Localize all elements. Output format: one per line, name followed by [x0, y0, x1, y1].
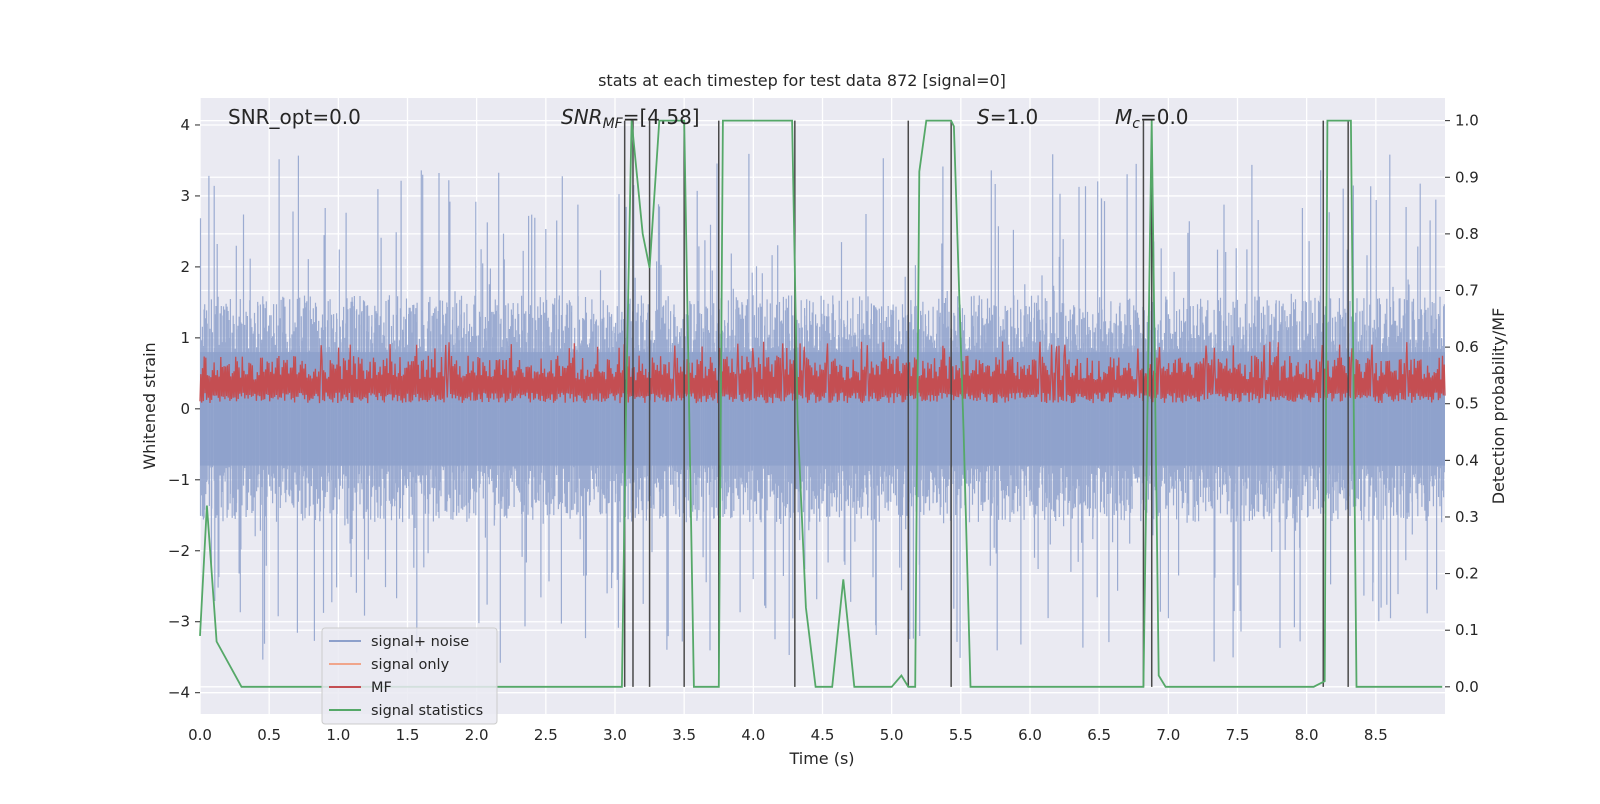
- annotation-mc-value: =0.0: [1140, 105, 1189, 129]
- y-tick-label-right-6: 0.4: [1455, 451, 1479, 469]
- annotation-s-value: =1.0: [990, 105, 1039, 129]
- mf-series: [199, 341, 1446, 404]
- x-tick-label-15: 7.5: [1226, 726, 1250, 744]
- y-tick-label-left-6: −2: [168, 542, 190, 560]
- legend-label-signal-only: signal only: [371, 657, 450, 673]
- y-tick-label-left-7: −3: [168, 613, 190, 631]
- y-axis-left-ticks: 4 3 2 1 0 −1 −2 −3 −4: [168, 116, 200, 702]
- x-tick-label-8: 4.0: [741, 726, 765, 744]
- x-tick-label-7: 3.5: [672, 726, 696, 744]
- y-tick-label-left-4: 0: [180, 400, 190, 418]
- annotation-mc: Mc=0.0: [1115, 105, 1189, 132]
- signal-statistics-series: [199, 119, 1443, 688]
- signal-statistics-line: [199, 119, 1443, 688]
- y-tick-label-right-0: 1.0: [1455, 112, 1479, 130]
- annotation-s-label: S: [977, 105, 990, 129]
- y-tick-label-right-7: 0.3: [1455, 508, 1479, 526]
- x-tick-label-16: 8.0: [1295, 726, 1319, 744]
- y-tick-label-left-1: 3: [180, 187, 190, 205]
- mf-line: [199, 341, 1446, 404]
- y-tick-label-right-8: 0.2: [1455, 565, 1479, 583]
- annotation-s: S=1.0: [977, 105, 1038, 129]
- x-tick-label-5: 2.5: [534, 726, 558, 744]
- y-tick-label-right-1: 0.9: [1455, 168, 1479, 186]
- y-axis-right-ticks: 1.0 0.9 0.8 0.7 0.6 0.5 0.4 0.3 0.2 0.1 0.0: [1445, 112, 1479, 696]
- y-tick-label-left-2: 2: [180, 258, 190, 276]
- y-tick-label-right-5: 0.5: [1455, 395, 1479, 413]
- x-tick-label-0: 0.0: [188, 726, 212, 744]
- annotation-mc-sub: c: [1132, 116, 1140, 132]
- y-tick-label-left-3: 1: [180, 329, 190, 347]
- x-axis-ticks: 0.0 0.5 1.0 1.5 2.0 2.5 3.0 3.5 4.0 4.5 5.0 5.5 6.0 6…: [188, 726, 1388, 744]
- x-tick-label-13: 6.5: [1087, 726, 1111, 744]
- x-tick-label-2: 1.0: [326, 726, 350, 744]
- y-tick-label-left-5: −1: [168, 471, 190, 489]
- annotation-snr-opt: SNR_opt=0.0: [228, 105, 361, 129]
- legend-label-signal-noise: signal+ noise: [371, 634, 469, 650]
- x-axis-label: Time (s): [788, 749, 854, 768]
- annotation-snr-mf-sub: MF: [603, 116, 624, 132]
- y-axis-right-label: Detection probability/MF: [1489, 308, 1508, 505]
- legend: signal+ noise signal only MF signal stat…: [321, 627, 498, 725]
- signal-noise-line: [199, 153, 1445, 663]
- annotation-mc-label: M: [1115, 105, 1132, 129]
- x-tick-label-9: 4.5: [811, 726, 835, 744]
- y-tick-label-right-2: 0.8: [1455, 225, 1479, 243]
- x-tick-label-14: 7.0: [1156, 726, 1180, 744]
- y-tick-label-right-9: 0.1: [1455, 621, 1479, 639]
- y-axis-left-label: Whitened strain: [140, 342, 159, 469]
- legend-label-mf: MF: [371, 680, 392, 696]
- legend-label-signal-statistics: signal statistics: [371, 703, 483, 719]
- x-tick-label-11: 5.5: [949, 726, 973, 744]
- annotation-snr-mf: SNRMF=[4.58]: [561, 105, 700, 132]
- y-tick-label-right-10: 0.0: [1455, 678, 1479, 696]
- y-tick-label-left-0: 4: [180, 116, 190, 134]
- y-tick-label-left-8: −4: [168, 684, 190, 702]
- x-tick-label-4: 2.0: [465, 726, 489, 744]
- x-tick-label-12: 6.0: [1018, 726, 1042, 744]
- x-tick-label-6: 3.0: [603, 726, 627, 744]
- x-tick-label-17: 8.5: [1364, 726, 1388, 744]
- x-tick-label-3: 1.5: [396, 726, 420, 744]
- vertical-markers: [623, 120, 1349, 687]
- x-tick-label-10: 5.0: [880, 726, 904, 744]
- chart-title: stats at each timestep for test data 872…: [598, 71, 1006, 90]
- x-tick-label-1: 0.5: [257, 726, 281, 744]
- legend-box: [321, 627, 498, 725]
- y-tick-label-right-3: 0.7: [1455, 282, 1479, 300]
- annotation-snr-mf-value: =[4.58]: [623, 105, 700, 129]
- y-tick-label-right-4: 0.6: [1455, 338, 1479, 356]
- annotation-snr-mf-label: SNR: [561, 105, 603, 129]
